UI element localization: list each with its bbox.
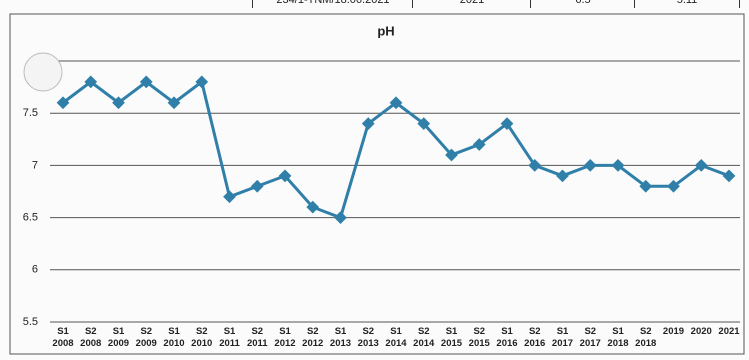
x-tick-label: S2 2013	[357, 326, 379, 349]
x-tick-label: S1 2011	[219, 326, 240, 349]
x-tick-label: 2020	[690, 326, 712, 337]
decoration	[23, 52, 63, 92]
table-cell: 6.5	[530, 0, 635, 8]
x-tick-label: S2 2018	[635, 326, 657, 349]
table-cell: 2021	[412, 0, 531, 8]
marker	[472, 138, 486, 151]
y-tick-label: 6	[32, 264, 38, 276]
x-tick-label: S1 2013	[329, 326, 352, 349]
x-tick-label: S2 2015	[468, 326, 490, 349]
x-tick-label: S2 2009	[135, 326, 157, 349]
marker	[361, 117, 375, 131]
marker	[334, 211, 347, 224]
x-tick-label: S1 2012	[274, 326, 296, 349]
marker	[278, 169, 292, 183]
x-tick-label: S1 2009	[107, 326, 130, 349]
x-tick-label: S2 2008	[80, 326, 102, 349]
x-tick-label: 2021	[718, 326, 740, 337]
x-tick-label: S1 2016	[496, 326, 518, 349]
y-tick-label: 6.5	[23, 212, 38, 224]
table-cell: 5.11	[634, 0, 740, 8]
marker	[223, 190, 236, 204]
x-tick-label: S1 2015	[440, 326, 463, 349]
x-tick-label: S1 2018	[607, 326, 629, 349]
x-tick-label: S2 2016	[524, 326, 546, 349]
y-tick-label: 7	[32, 159, 38, 171]
x-tick-label: S2 2011	[246, 326, 268, 349]
x-tick-label: S2 2017	[579, 326, 601, 349]
marker	[167, 96, 181, 110]
x-tick-label: S1 2010	[163, 326, 185, 349]
marker	[139, 75, 153, 89]
marker	[583, 159, 597, 172]
x-tick-label: S1 2008	[52, 326, 74, 349]
y-tick-label: 7.5	[23, 107, 38, 119]
marker	[722, 169, 736, 183]
marker	[389, 96, 403, 110]
x-tick-label: S2 2012	[302, 326, 324, 349]
x-tick-label: S2 2014	[413, 326, 435, 349]
x-tick-label: S2 2010	[191, 326, 213, 349]
marker	[195, 75, 209, 89]
x-tick-label: S1 2014	[385, 326, 407, 349]
table-cell: 234/1-TNM/18.06.2021	[252, 0, 413, 8]
x-tick-label: S1 2017	[551, 326, 574, 349]
marker	[417, 117, 431, 131]
marker	[250, 179, 264, 193]
x-tick-label: 2019	[662, 326, 685, 337]
chart-frame	[9, 13, 745, 355]
chart-title: pH	[377, 23, 394, 38]
marker	[556, 169, 569, 183]
marker	[445, 148, 458, 162]
y-tick-label: 5.5	[23, 316, 38, 328]
marker	[500, 117, 514, 131]
marker	[306, 200, 320, 214]
